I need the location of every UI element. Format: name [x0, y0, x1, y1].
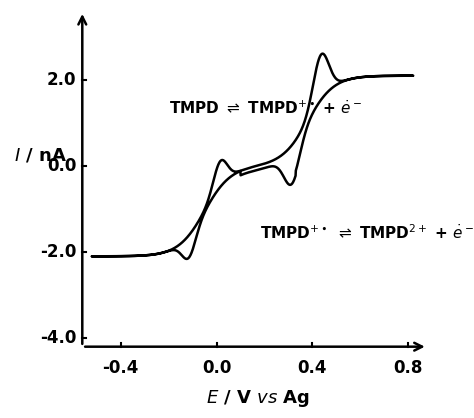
Text: -0.4: -0.4: [102, 359, 139, 377]
Text: -4.0: -4.0: [40, 329, 76, 347]
Text: $\mathit{E}$ / V $\mathit{vs}$ Ag: $\mathit{E}$ / V $\mathit{vs}$ Ag: [207, 387, 310, 408]
Text: 0.0: 0.0: [202, 359, 231, 377]
Text: 2.0: 2.0: [47, 71, 76, 89]
Text: $\mathit{I}$ / nA: $\mathit{I}$ / nA: [14, 146, 67, 164]
Text: TMPD$^{+\bullet}$ $\rightleftharpoons$ TMPD$^{2+}$ + $\mathit{\dot{e}}^-$: TMPD$^{+\bullet}$ $\rightleftharpoons$ T…: [260, 223, 474, 242]
Text: -2.0: -2.0: [40, 243, 76, 261]
Text: 0.0: 0.0: [47, 157, 76, 175]
Text: 0.8: 0.8: [394, 359, 423, 377]
Text: 0.4: 0.4: [298, 359, 327, 377]
Text: TMPD $\rightleftharpoons$ TMPD$^{+\bullet}$ + $\mathit{\dot{e}}^-$: TMPD $\rightleftharpoons$ TMPD$^{+\bulle…: [169, 99, 362, 117]
